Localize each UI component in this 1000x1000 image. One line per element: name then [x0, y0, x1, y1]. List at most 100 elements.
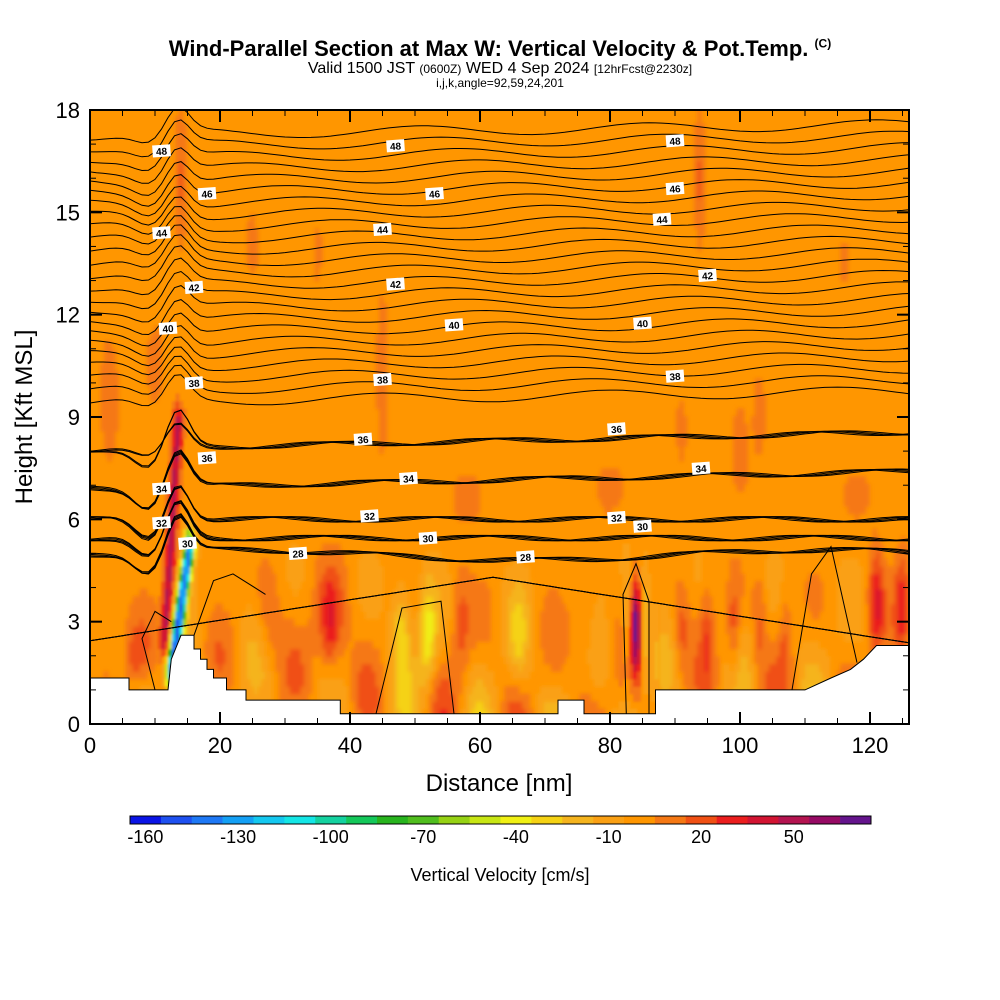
velocity-cell: [518, 573, 523, 582]
velocity-cell: [415, 663, 420, 672]
velocity-cell: [811, 663, 817, 672]
velocity-cell: [139, 626, 144, 635]
velocity-cell: [382, 386, 388, 395]
velocity-cell: [776, 671, 781, 680]
velocity-cell: [633, 671, 638, 680]
velocity-cell: [758, 596, 763, 605]
velocity-cell: [418, 701, 423, 710]
velocity-cell: [343, 701, 348, 710]
velocity-cell: [629, 671, 634, 680]
velocity-cell: [550, 603, 556, 612]
velocity-cell: [300, 686, 305, 695]
velocity-cell: [175, 528, 180, 537]
velocity-cell: [375, 558, 380, 567]
velocity-cell: [300, 678, 305, 687]
velocity-cell: [625, 573, 631, 582]
velocity-cell: [618, 708, 623, 717]
velocity-cell: [704, 641, 709, 650]
velocity-cell: [225, 678, 230, 687]
velocity-cell: [225, 641, 230, 650]
velocity-cell: [436, 648, 441, 657]
velocity-cell: [407, 603, 413, 612]
velocity-cell: [690, 678, 695, 687]
velocity-cell: [179, 145, 184, 154]
velocity-cell: [329, 573, 334, 582]
velocity-cell: [189, 611, 194, 620]
velocity-cell: [146, 618, 152, 627]
velocity-cell: [379, 701, 384, 710]
velocity-cell: [393, 596, 398, 605]
velocity-cell: [275, 611, 280, 620]
velocity-cell: [729, 573, 734, 582]
velocity-cell: [268, 611, 273, 620]
velocity-cell: [550, 596, 556, 605]
velocity-cell: [840, 663, 845, 672]
contour-label: 46: [201, 189, 213, 201]
velocity-cell: [300, 671, 305, 680]
velocity-cell: [679, 453, 684, 462]
velocity-cell: [168, 446, 173, 455]
velocity-cell: [157, 611, 162, 620]
velocity-cell: [504, 633, 509, 642]
velocity-cell: [504, 566, 509, 575]
velocity-cell: [354, 641, 359, 650]
velocity-cell: [540, 641, 545, 650]
velocity-cell: [129, 663, 134, 672]
velocity-cell: [622, 581, 627, 590]
colorbar-swatch: [840, 816, 872, 824]
velocity-cell: [786, 611, 791, 620]
velocity-cell: [318, 588, 323, 597]
velocity-cell: [247, 633, 252, 642]
velocity-cell: [136, 633, 141, 642]
velocity-cell: [282, 686, 287, 695]
velocity-cell: [379, 363, 384, 372]
velocity-cell: [697, 123, 702, 132]
velocity-cell: [529, 581, 534, 590]
velocity-cell: [597, 611, 602, 620]
velocity-cell: [379, 678, 384, 687]
velocity-cell: [683, 678, 688, 687]
velocity-cell: [179, 213, 184, 222]
velocity-cell: [851, 618, 856, 627]
velocity-cell: [636, 656, 641, 665]
velocity-cell: [318, 596, 323, 605]
velocity-cell: [146, 355, 152, 365]
velocity-cell: [629, 678, 634, 687]
colorbar: -160 -130 -100 -70 -40 -10 20 50: [127, 815, 872, 847]
velocity-cell: [733, 573, 738, 582]
velocity-cell: [743, 453, 749, 462]
velocity-cell: [329, 678, 334, 687]
velocity-cell: [154, 393, 159, 402]
velocity-cell: [114, 370, 119, 380]
velocity-cell: [768, 603, 774, 612]
velocity-cell: [894, 558, 899, 567]
velocity-cell: [397, 611, 402, 620]
y-tick-label: 9: [68, 405, 80, 430]
velocity-cell: [107, 423, 112, 432]
velocity-cell: [400, 596, 405, 605]
velocity-cell: [461, 626, 466, 635]
velocity-cell: [897, 566, 902, 575]
velocity-cell: [743, 461, 749, 470]
velocity-cell: [161, 566, 166, 575]
velocity-cell: [776, 663, 781, 672]
velocity-cell: [182, 611, 187, 620]
theta-contour: [90, 234, 909, 268]
velocity-cell: [157, 603, 162, 612]
velocity-cell: [894, 573, 899, 582]
velocity-cell: [196, 551, 202, 560]
velocity-cell: [686, 626, 691, 635]
velocity-cell: [136, 656, 141, 665]
velocity-cell: [422, 618, 427, 627]
velocity-cell: [479, 633, 484, 642]
velocity-cell: [268, 626, 273, 635]
velocity-cell: [758, 446, 763, 455]
velocity-cell: [336, 693, 341, 702]
velocity-cell: [679, 408, 684, 417]
terrain-mask: [89, 634, 910, 725]
velocity-cell: [372, 566, 377, 575]
velocity-cell: [604, 483, 609, 492]
velocity-cell: [179, 581, 184, 590]
velocity-cell: [272, 573, 277, 582]
velocity-cell: [171, 566, 177, 575]
